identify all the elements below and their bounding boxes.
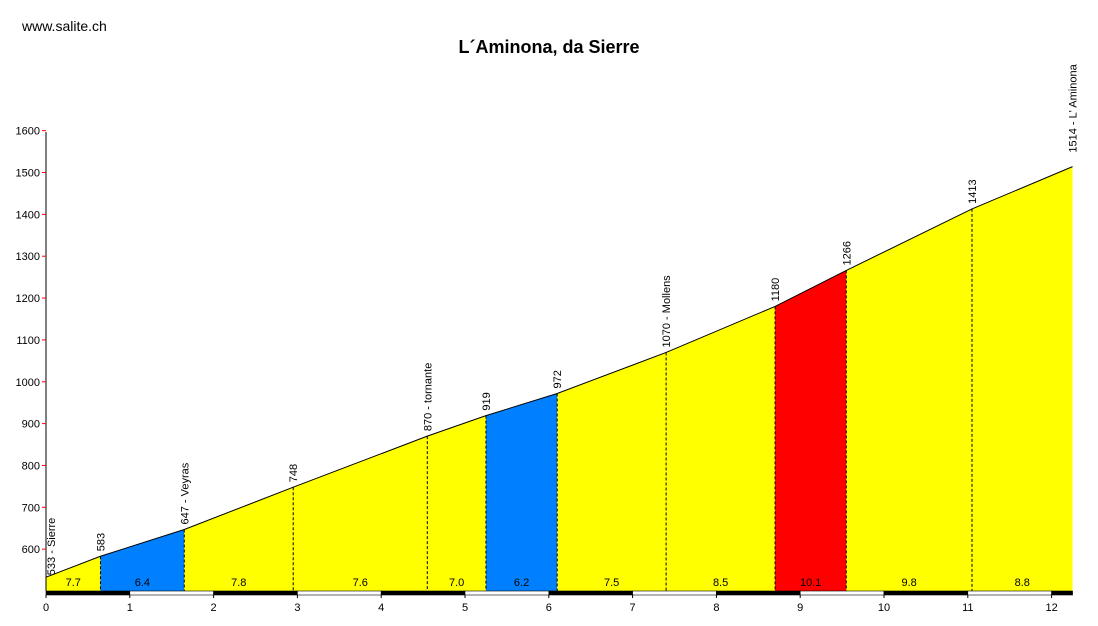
km-bar-cell — [632, 590, 717, 596]
segment-area — [184, 487, 294, 591]
point-label: 919 — [481, 392, 493, 410]
gradient-label: 8.5 — [713, 577, 728, 589]
km-bar-cell — [380, 590, 466, 596]
km-bar-cell — [464, 590, 550, 596]
x-tick-label: 4 — [378, 602, 384, 614]
gradient-label: 7.8 — [231, 577, 246, 589]
y-tick-labels: 600 700 800 900 1000 1100 1200 1300 1400 1500 1600 — [16, 126, 40, 557]
x-tick-label: 7 — [630, 602, 636, 614]
segment-area — [775, 270, 847, 591]
x-tick-label: 8 — [713, 602, 719, 614]
segment-area — [46, 556, 101, 591]
segment-area — [427, 415, 486, 591]
gradient-label: 7.6 — [353, 577, 368, 589]
gradient-label: 7.5 — [604, 577, 619, 589]
profile-line — [45, 166, 1073, 578]
y-tick-label: 600 — [22, 544, 40, 556]
x-tick-label: 9 — [797, 602, 803, 614]
x-tick-label: 0 — [43, 602, 49, 614]
site-url: www.salite.ch — [22, 18, 107, 34]
point-label: 1070 - Mollens — [661, 275, 673, 348]
point-label: 748 — [288, 464, 300, 482]
gradient-label: 7.7 — [66, 577, 81, 589]
point-label: 583 — [95, 533, 107, 551]
segment-area — [666, 306, 776, 591]
km-bar-cell — [1051, 590, 1073, 596]
km-bar-cell — [213, 590, 298, 596]
y-tick-label: 1300 — [16, 251, 40, 263]
x-tick-label: 3 — [294, 602, 300, 614]
gradient-label: 6.2 — [514, 577, 529, 589]
km-bar-cell — [548, 590, 633, 596]
point-label: 1514 - L' Aminona — [1068, 63, 1080, 152]
gradient-label: 6.4 — [135, 577, 150, 589]
x-tick-label: 1 — [127, 602, 133, 614]
segment-area — [485, 393, 558, 591]
km-bar-cell — [297, 590, 382, 596]
point-label: 1266 — [841, 241, 853, 265]
x-tick-label: 11 — [962, 602, 973, 614]
y-tick-label: 900 — [22, 419, 40, 431]
gradient-label: 8.8 — [1015, 577, 1030, 589]
x-tick-label: 12 — [1045, 602, 1057, 614]
y-tick-label: 1000 — [16, 377, 40, 389]
profile-line-group — [45, 166, 1073, 578]
km-bar-cell — [716, 590, 801, 596]
km-bar-cell — [799, 590, 885, 596]
x-tick-label: 5 — [462, 602, 468, 614]
gradient-label: 7.0 — [449, 577, 464, 589]
segment-area — [971, 166, 1073, 592]
point-labels: 533 - Sierre 583 647 - Veyras 748 870 - torn… — [46, 63, 1080, 575]
y-tick-label: 800 — [22, 460, 40, 472]
point-label: 870 - tornante — [422, 363, 434, 432]
point-label: 1180 — [770, 278, 782, 302]
axes — [42, 130, 1053, 598]
point-label: 647 - Veyras — [179, 462, 191, 524]
y-tick-label: 1500 — [16, 168, 40, 180]
point-label: 972 — [552, 370, 564, 388]
y-tick-label: 1600 — [16, 126, 40, 138]
km-bar-cell — [883, 590, 969, 596]
segment-area — [557, 352, 667, 591]
segment-area — [100, 529, 185, 591]
segment-area — [293, 436, 428, 591]
segment-dividers — [99, 208, 973, 591]
km-bar-cell — [967, 590, 1052, 596]
y-tick-label: 1200 — [16, 293, 40, 305]
y-tick-label: 700 — [22, 502, 40, 514]
x-tick-label: 6 — [546, 602, 552, 614]
gradient-labels: 7.7 6.4 7.8 7.6 7.0 6.2 7.5 8.5 10.1 9.8 8.8 — [66, 577, 1030, 589]
x-tick-label: 10 — [878, 602, 890, 614]
chart-title: L´Aminona, da Sierre — [458, 37, 640, 57]
gradient-label: 9.8 — [901, 577, 916, 589]
gradient-label: 10.1 — [800, 577, 821, 589]
y-tick-label: 1400 — [16, 209, 40, 221]
point-label: 1413 — [967, 179, 979, 203]
km-scale-bar — [45, 590, 1073, 596]
y-tick-label: 1100 — [16, 335, 40, 347]
segment-area — [846, 208, 972, 592]
x-tick-label: 2 — [211, 602, 217, 614]
km-bar-cell — [45, 590, 131, 596]
point-label: 533 - Sierre — [46, 518, 58, 575]
km-bar-cell — [129, 590, 214, 596]
gradient-areas — [46, 166, 1073, 592]
x-tick-labels: 0 1 2 3 4 5 6 7 8 9 10 11 12 — [43, 602, 1058, 614]
